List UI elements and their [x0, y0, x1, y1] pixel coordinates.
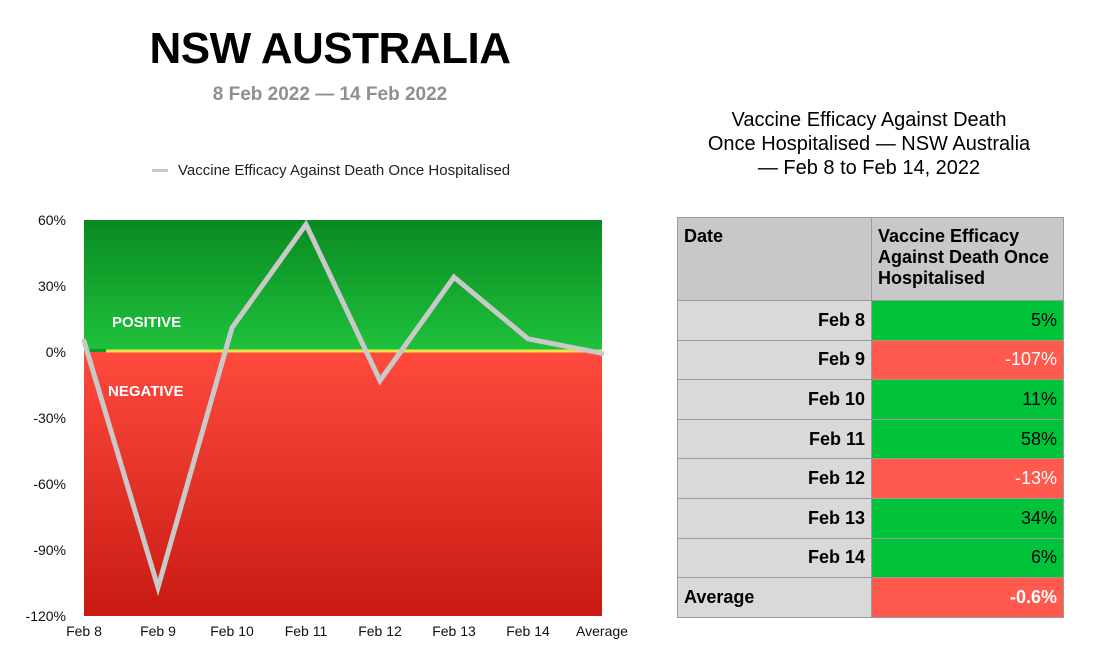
table-title-line-1: Vaccine Efficacy Against Death	[731, 109, 1007, 131]
x-tick-label: Feb 9	[140, 623, 176, 639]
positive-label: POSITIVE	[112, 314, 181, 331]
header-date: Date	[677, 217, 872, 301]
negative-label: NEGATIVE	[108, 383, 184, 400]
table-title-line-2: Once Hospitalised — NSW Australia	[707, 133, 1031, 155]
table-row: Feb 10 11%	[677, 379, 1064, 420]
average-label: Average	[677, 577, 872, 618]
efficacy-cell: 6%	[871, 537, 1064, 579]
chart-legend: Vaccine Efficacy Against Death Once Hosp…	[152, 162, 510, 179]
efficacy-cell: 58%	[871, 418, 1064, 460]
date-cell: Feb 13	[677, 497, 872, 539]
x-tick-label: Average	[576, 623, 628, 639]
chart-subtitle: 8 Feb 2022 — 14 Feb 2022	[212, 84, 448, 105]
date-cell: Feb 10	[677, 379, 872, 420]
table-title-line-3: — Feb 8 to Feb 14, 2022	[757, 157, 981, 179]
average-value: -0.6%	[871, 577, 1064, 618]
x-tick-label: Feb 13	[432, 623, 476, 639]
legend-swatch	[152, 169, 168, 172]
efficacy-cell: 5%	[871, 300, 1064, 341]
table-average-row: Average -0.6%	[677, 577, 1064, 618]
efficacy-cell: -13%	[871, 458, 1064, 499]
date-cell: Feb 12	[677, 458, 872, 499]
table-row: Feb 11 58%	[677, 418, 1064, 460]
date-cell: Feb 8	[677, 300, 872, 341]
y-tick-label: 0%	[46, 344, 66, 360]
positive-region	[84, 220, 602, 352]
table-row: Feb 14 6%	[677, 537, 1064, 579]
date-cell: Feb 14	[677, 537, 872, 579]
chart-title: NSW AUSTRALIA	[149, 24, 511, 73]
y-tick-label: -90%	[33, 542, 66, 558]
y-tick-label: 60%	[38, 212, 66, 228]
efficacy-cell: 34%	[871, 497, 1064, 539]
line-chart: POSITIVE NEGATIVE 60% 30% 0% -30% -60% -90% -120…	[26, 212, 629, 639]
table-row: Feb 8 5%	[677, 300, 1064, 341]
table-row: Feb 12 -13%	[677, 458, 1064, 499]
x-tick-label: Feb 14	[506, 623, 550, 639]
negative-region	[84, 352, 602, 616]
y-tick-label: -60%	[33, 476, 66, 492]
table-title: Vaccine Efficacy Against Death Once Hosp…	[668, 108, 1070, 180]
table-header-row: Date Vaccine Efficacy Against Death Once…	[677, 217, 1064, 301]
table-row: Feb 13 34%	[677, 497, 1064, 539]
y-tick-label: -120%	[26, 608, 66, 624]
series-line	[81, 219, 605, 597]
legend-label: Vaccine Efficacy Against Death Once Hosp…	[178, 162, 511, 179]
date-cell: Feb 11	[677, 418, 872, 460]
x-tick-label: Feb 12	[358, 623, 402, 639]
x-tick-label: Feb 8	[66, 623, 102, 639]
table-row: Feb 9 -107%	[677, 339, 1064, 381]
y-tick-label: 30%	[38, 278, 66, 294]
efficacy-table: Date Vaccine Efficacy Against Death Once…	[677, 217, 1064, 618]
x-tick-label: Feb 10	[210, 623, 254, 639]
efficacy-cell: -107%	[871, 339, 1064, 381]
table-body: Feb 8 5% Feb 9 -107% Feb 10 11% Feb 11 58% Feb 1…	[677, 300, 1064, 618]
header-efficacy: Vaccine Efficacy Against Death Once Hosp…	[871, 217, 1064, 301]
zero-marker	[84, 349, 108, 352]
x-tick-label: Feb 11	[285, 623, 328, 639]
efficacy-cell: 11%	[871, 379, 1064, 420]
date-cell: Feb 9	[677, 339, 872, 381]
y-tick-label: -30%	[33, 410, 66, 426]
